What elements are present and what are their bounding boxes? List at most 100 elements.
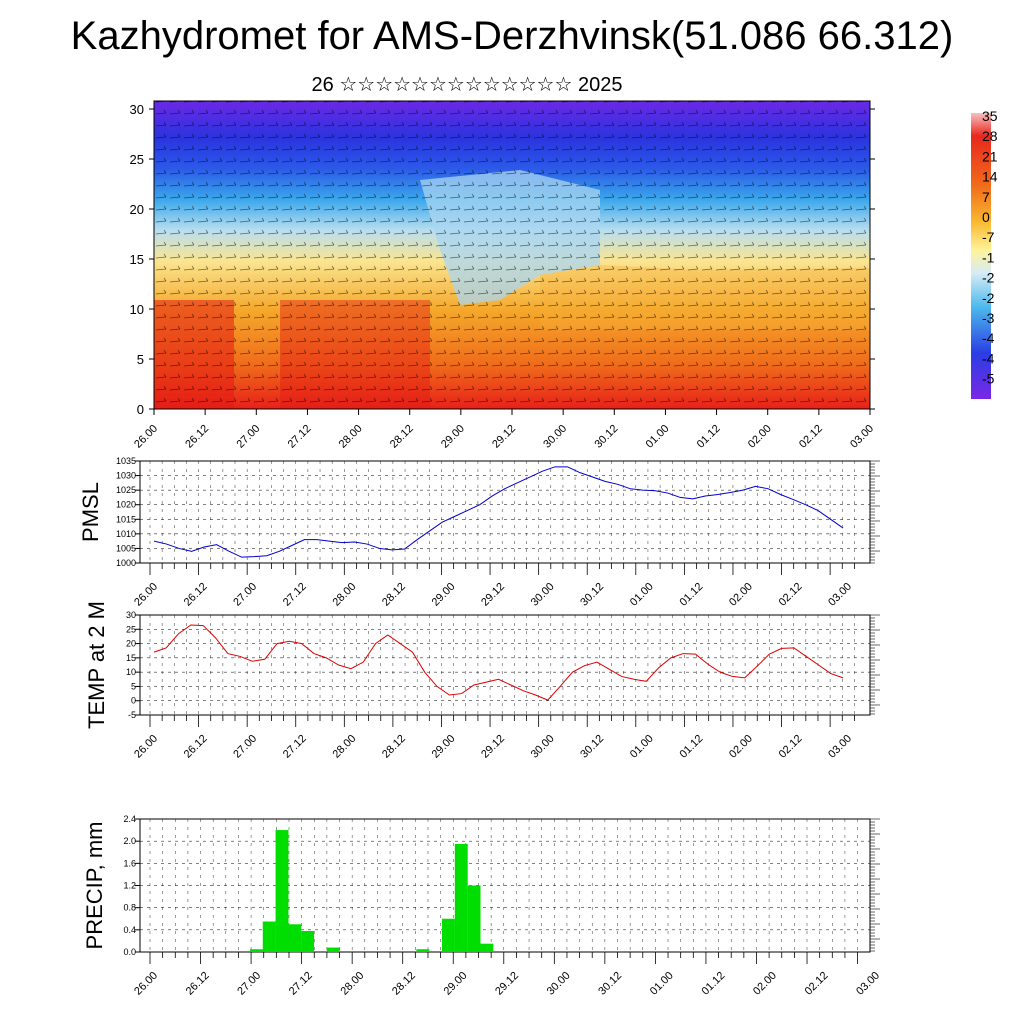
x-tick-label: 26.12 [184,970,212,998]
y-tick-label: 1035 [116,456,136,466]
colorbar-label: -1 [982,249,995,265]
y-tick-label: 20 [126,639,136,649]
y-tick-label: -5 [128,710,136,720]
y-axis: 0 5 10 15 20 25 30 [130,102,875,417]
x-tick-label: 30.12 [578,733,606,761]
y-tick-label: 1.2 [123,881,136,891]
y-tick-label: 20 [130,202,144,217]
y-tick-label: 30 [126,610,136,620]
colorbar-label: -7 [982,229,995,245]
x-tick-label: 29.00 [439,423,467,451]
colorbar-label: -3 [982,310,995,326]
x-tick-label: 01.12 [695,423,723,451]
precip-bar [480,943,494,952]
x-tick-label: 30.00 [529,581,557,609]
x-tick-label: 29.00 [430,581,458,609]
x-tick-label: 28.00 [330,733,358,761]
x-tick-label: 30.12 [578,581,606,609]
x-tick-label: 26.12 [183,423,211,451]
colorbar-label: 35 [982,108,998,124]
x-tick-label: 03.00 [854,970,882,998]
x-tick-label: 27.00 [231,733,259,761]
y-tick-label: 1020 [116,500,136,510]
x-tick-label: 29.00 [430,733,458,761]
y-tick-label: 1005 [116,543,136,553]
x-tick-label: 30.00 [541,423,569,451]
colorbar-label: -2 [982,290,995,306]
chart-subtitle: 26 ☆☆☆☆☆☆☆☆☆☆☆☆☆ 2025 [311,74,623,96]
y-tick-label: 25 [126,624,136,634]
x-tick-label: 01.12 [677,733,705,761]
colorbar-strip [971,113,991,399]
pmsl-panel: 1000 1005 1010 1015 1020 1025 1030 1035 26.00 26.… [78,456,880,609]
x-tick-label: 01.00 [644,423,672,451]
colorbar-label: -4 [982,330,995,346]
y-tick-label: 5 [137,352,144,367]
y-tick-label: 2.4 [123,814,136,824]
precip-bar [442,918,455,952]
colorbar-label: -4 [982,350,995,366]
colorbar-label: 0 [982,209,990,225]
y-tick-label: 1015 [116,514,136,524]
x-tick-label: 27.12 [287,970,315,998]
chart-title: Kazhydromet for AMS-Derzhvinsk(51.086 66… [70,14,954,58]
precip-bar [288,924,302,952]
y-tick-label: 1030 [116,471,136,481]
colorbar-label: -5 [982,371,995,387]
x-tick-label: 01.00 [648,970,676,998]
precip-bar [454,843,468,952]
x-axis: 26.00 26.12 27.00 27.12 28.00 28.12 29.00 29.12… [132,409,876,451]
wind-barbs-overlay [154,101,870,409]
series-line [153,466,844,558]
x-tick-label: 27.00 [231,581,259,609]
precip-bar [467,885,481,952]
y-tick-label: 1010 [116,529,136,539]
y-axis-label: PRECIP, mm [82,822,107,950]
y-tick-label: 0 [131,696,136,706]
x-tick-label: 30.12 [596,970,624,998]
y-tick-label: 30 [130,102,144,117]
y-tick-label: 10 [130,302,144,317]
x-tick-label: 03.00 [848,423,876,451]
x-tick-label: 27.12 [286,423,314,451]
x-tick-label: 26.00 [132,970,160,998]
y-tick-label: 2.0 [123,836,136,846]
x-tick-label: 28.12 [390,970,418,998]
precip-bar [249,949,263,952]
colorbar-label: 7 [982,189,990,205]
y-tick-label: 1025 [116,485,136,495]
colorbar-label: 14 [982,169,998,185]
y-tick-label: 10 [126,667,136,677]
x-tick-label: 27.12 [281,581,309,609]
y-axis-label: TEMP at 2 M [84,601,109,729]
x-tick-label: 29.12 [479,733,507,761]
x-tick-label: 28.12 [380,733,408,761]
x-tick-label: 26.12 [182,581,210,609]
temp-panel: -5 0 5 10 15 20 25 30 26.00 26.12 27.00 27.12 28.00 2… [84,601,880,761]
colorbar-label: 28 [982,128,998,144]
precip-panel: 0.0 0.4 0.8 1.2 1.6 2.0 2.4 26.00 26.12 27.00 27.1… [82,814,882,998]
x-tick-label: 01.00 [628,733,656,761]
series-line [153,624,844,701]
x-tick-label: 03.00 [826,581,854,609]
y-tick-label: 0.4 [123,925,136,935]
y-tick-label: 1.6 [123,858,136,868]
precip-bar [416,949,430,952]
x-tick-label: 02.12 [777,733,805,761]
x-tick-label: 28.00 [338,970,366,998]
colorbar: 35 28 21 14 7 0 -7 -1 -2 -2 -3 -4 -4 -5 [971,108,998,399]
x-tick-label: 26.00 [132,423,160,451]
x-tick-label: 28.12 [388,423,416,451]
x-tick-label: 02.12 [777,581,805,609]
x-tick-label: 26.00 [132,733,160,761]
precip-bar [326,947,340,952]
x-tick-label: 01.12 [677,581,705,609]
x-tick-label: 02.00 [727,581,755,609]
x-tick-label: 27.00 [234,423,262,451]
x-tick-label: 26.00 [132,581,160,609]
x-tick-label: 01.00 [628,581,656,609]
x-tick-label: 02.00 [751,970,779,998]
x-tick-label: 02.12 [803,970,831,998]
x-tick-label: 29.12 [493,970,521,998]
y-tick-label: 0.0 [123,947,136,957]
